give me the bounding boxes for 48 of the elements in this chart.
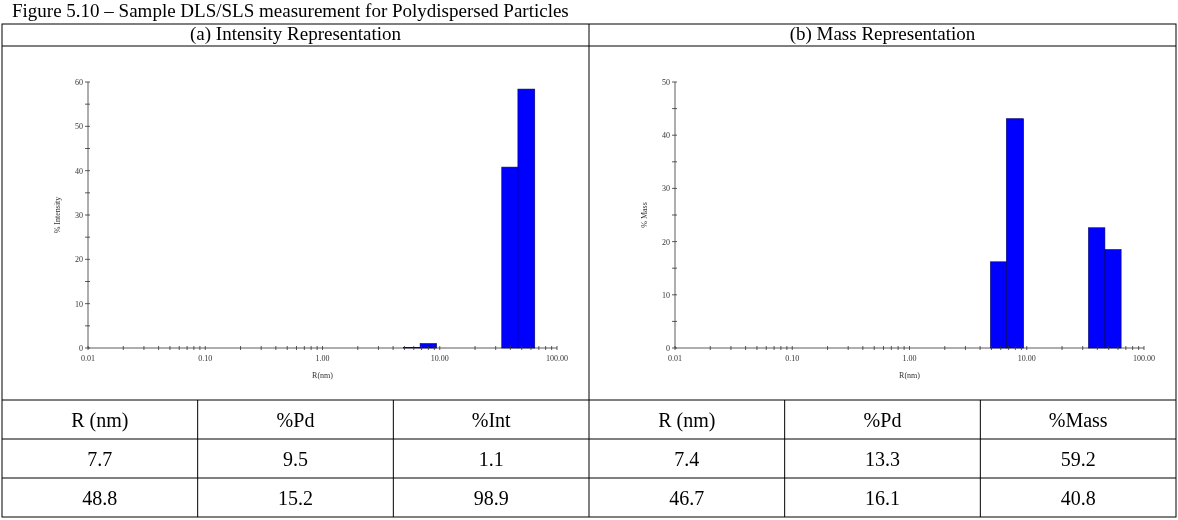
y-tick-label: 20 (662, 237, 670, 247)
text: 7.4 (674, 448, 700, 470)
chart-subtitle: (a) Intensity Representation (189, 23, 402, 45)
x-tick-label: 0.10 (198, 354, 213, 363)
y-tick-label: 30 (662, 184, 670, 194)
text: %Int (471, 409, 512, 431)
x-axis-title: R(nm) (312, 371, 334, 380)
x-tick-label: 0.10 (785, 354, 800, 363)
x-tick-label: 10.00 (430, 354, 449, 363)
y-tick-label: 60 (75, 78, 83, 87)
chart-title: Figure 5.10 – Sample DLS/SLS measurement for Polydispersed Particles (12, 0, 569, 21)
y-tick-label: 10 (75, 299, 83, 309)
text: R (nm) (71, 409, 129, 432)
text: 13.3 (865, 448, 900, 470)
x-tick-label: 0.01 (81, 354, 95, 363)
x-tick-label: 0.01 (668, 354, 682, 363)
y-tick-label: 40 (662, 131, 670, 141)
y-tick-label: 30 (75, 211, 83, 220)
text: 46.7 (669, 487, 705, 509)
x-tick-label: 100.00 (1133, 354, 1155, 363)
text: 16.1 (865, 487, 900, 509)
x-tick-label: 10.00 (1017, 354, 1036, 363)
x-tick-label: 1.00 (902, 354, 917, 363)
text: 7.7 (87, 448, 113, 470)
text: 98.9 (473, 487, 509, 509)
y-axis-title: % Mass (640, 202, 649, 228)
y-tick-label: 50 (75, 122, 83, 132)
y-axis-title: % Intensity (53, 196, 62, 234)
text: %Pd (276, 409, 315, 431)
text: 59.2 (1060, 448, 1096, 470)
x-axis-title: R(nm) (899, 371, 921, 380)
y-tick-label: 50 (662, 78, 670, 87)
y-tick-label: 10 (662, 290, 670, 300)
text: 15.2 (278, 487, 313, 509)
y-tick-label: 40 (75, 166, 83, 176)
x-tick-label: 100.00 (546, 354, 568, 363)
text: %Mass (1048, 409, 1108, 431)
text: 40.8 (1060, 487, 1096, 509)
text: 48.8 (82, 487, 118, 509)
x-tick-label: 1.00 (315, 354, 330, 363)
y-tick-label: 20 (75, 255, 83, 265)
text: R (nm) (658, 409, 716, 432)
chart-subtitle: (b) Mass Representation (789, 23, 976, 45)
text: %Pd (863, 409, 902, 431)
y-tick-label: 0 (79, 344, 83, 353)
text: 9.5 (283, 448, 308, 470)
y-tick-label: 0 (666, 344, 670, 353)
text: 1.1 (478, 448, 504, 470)
